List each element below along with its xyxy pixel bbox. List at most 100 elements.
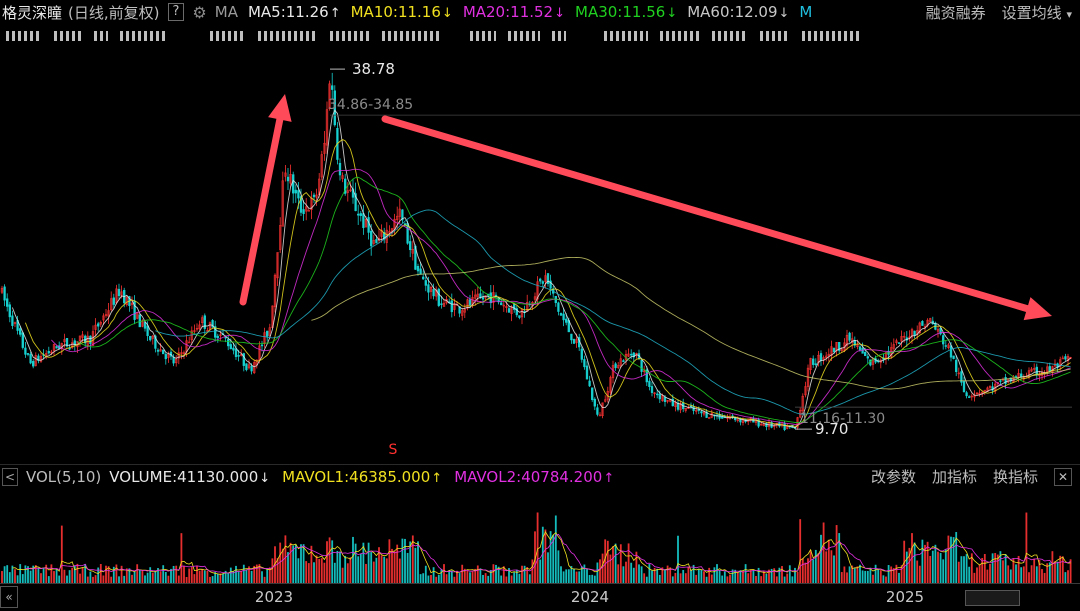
candle-body (432, 289, 435, 297)
volume-bar (591, 574, 594, 583)
set-ma-button[interactable]: 设置均线 ▾ (1001, 3, 1072, 22)
volume-bar (939, 552, 942, 583)
volume-bar (918, 565, 921, 583)
candle-body (809, 358, 812, 370)
volume-bar (201, 568, 204, 583)
candle-body (510, 306, 513, 314)
volume-bar (107, 566, 110, 583)
volume-bar (1067, 570, 1069, 583)
candle-body (513, 304, 516, 310)
edit-params-button[interactable]: 改参数 (870, 468, 916, 486)
candle-body (63, 339, 66, 342)
volume-bar (697, 569, 700, 583)
candle-body (505, 306, 508, 308)
volume-bar (235, 565, 237, 583)
help-button[interactable]: ? (167, 3, 185, 21)
volume-bar (749, 569, 752, 583)
switch-indicator-button[interactable]: 换指标 (992, 468, 1038, 486)
candle-body (697, 409, 700, 411)
scrollbar-thumb[interactable] (965, 590, 1020, 606)
volume-bar (492, 564, 495, 583)
volume-bar (731, 569, 734, 583)
volume-bar (864, 570, 867, 583)
collapse-button[interactable]: < (2, 467, 18, 486)
volume-bar (8, 572, 11, 583)
volume-bar (729, 574, 731, 583)
volume-bar (684, 573, 687, 583)
candle-body (146, 325, 149, 336)
volume-bar (159, 571, 162, 583)
candle-body (120, 291, 123, 296)
volume-bar (206, 570, 209, 583)
volume-bar (1, 571, 3, 583)
volume-bar (682, 569, 685, 583)
candle-body (962, 380, 966, 393)
volume-bar (609, 554, 612, 583)
volume-bar (869, 567, 872, 583)
candle-body (429, 287, 433, 292)
volume-bar (812, 559, 815, 583)
candle-body (955, 359, 958, 372)
volume-bar (68, 570, 71, 583)
volume-bar (222, 573, 224, 583)
candle-body (297, 190, 300, 199)
candle-body (232, 347, 235, 351)
candle-body (253, 362, 256, 373)
candle-body (648, 380, 651, 387)
volume-bar (175, 565, 178, 583)
candle-body (424, 280, 427, 286)
volume-bar (385, 558, 388, 583)
candle-body (164, 354, 167, 360)
candle-body (167, 353, 170, 358)
volume-bar (843, 566, 846, 583)
candle-body (19, 328, 22, 335)
volume-bar (1059, 555, 1062, 583)
candle-body (325, 109, 329, 146)
candle-body (71, 342, 74, 348)
volume-bar (770, 568, 773, 583)
volume-bar (567, 569, 570, 583)
candle-body (1048, 366, 1051, 372)
candle-body (653, 392, 656, 395)
volume-value: VOLUME:41130.000↓ (109, 467, 271, 486)
volume-bar (801, 558, 804, 583)
vol-label: VOL(5,10) (26, 467, 102, 486)
volume-bar (734, 569, 737, 583)
scroll-left-button[interactable]: « (0, 586, 18, 608)
volume-bar (586, 569, 588, 583)
volume-bar (424, 565, 427, 583)
ma-item: MA60:12.09↓ (687, 3, 790, 21)
candle-body (331, 85, 334, 90)
candle-body (354, 193, 357, 212)
candle-body (585, 365, 589, 380)
volume-bar (487, 575, 490, 583)
candle-body (617, 365, 620, 368)
close-icon[interactable]: ✕ (1054, 467, 1072, 486)
candle-body (8, 304, 11, 318)
candle-body (214, 326, 217, 338)
margin-trading-button[interactable]: 融资融券 (925, 3, 986, 22)
candle-body (593, 398, 596, 407)
period-label[interactable]: (日线,前复权) (68, 3, 160, 22)
volume-ma-lines (12, 531, 1071, 575)
volume-bar (929, 555, 932, 583)
candle-body (1004, 377, 1007, 384)
chart-header: 格灵深瞳 (日线,前复权) ? ⚙ MA MA5:11.26↑ MA10:11.1… (0, 0, 1080, 24)
volume-chart[interactable] (0, 488, 1080, 583)
candle-body (450, 300, 453, 313)
volume-bar (229, 567, 232, 583)
volume-bar (310, 545, 313, 583)
volume-bar (112, 566, 115, 583)
candle-body (832, 347, 836, 353)
volume-bar (1004, 554, 1007, 583)
candle-body (159, 349, 162, 352)
candle-body (830, 346, 833, 356)
volume-bar (778, 567, 781, 583)
candle-body (344, 178, 347, 194)
gear-icon[interactable]: ⚙ (192, 2, 207, 22)
volume-bar (185, 576, 188, 583)
add-indicator-button[interactable]: 加指标 (931, 468, 977, 486)
candle-body (614, 363, 617, 369)
volume-bar (703, 571, 705, 583)
